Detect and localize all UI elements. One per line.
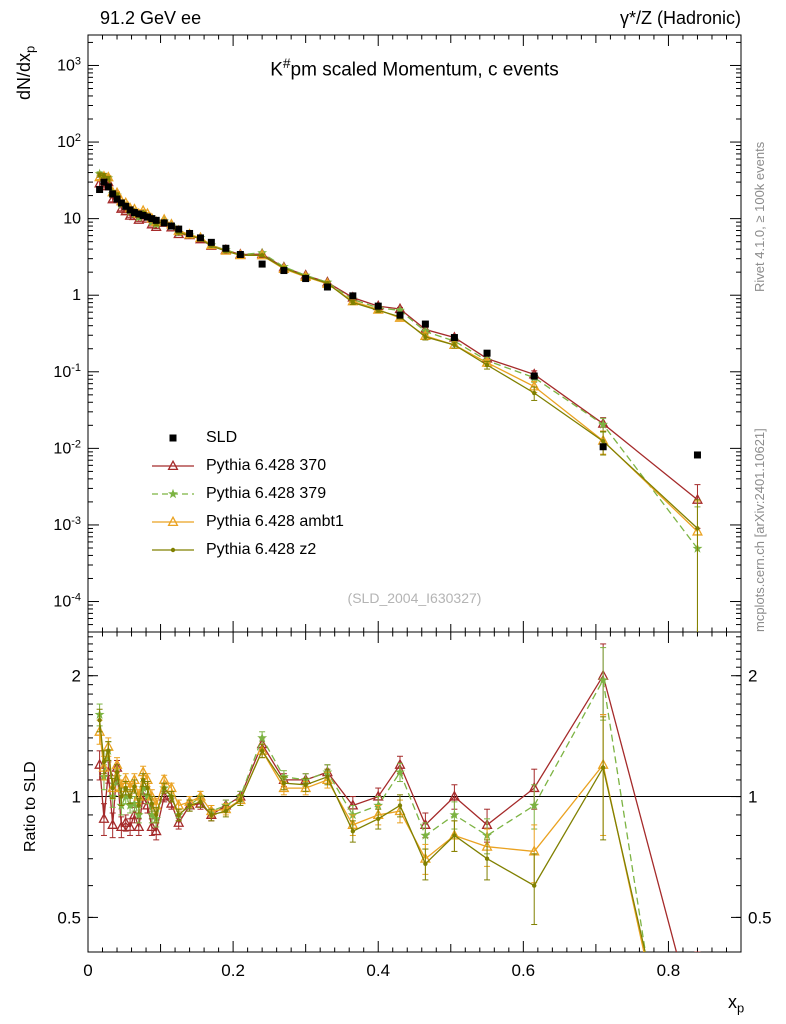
- y-axis-title-ratio: Ratio to SLD: [22, 761, 39, 852]
- svg-text:10-3: 10-3: [53, 515, 81, 534]
- svg-text:2: 2: [748, 667, 757, 686]
- plot-title-sup: #: [282, 56, 291, 71]
- plot-title: K#pm scaled Momentum, c events: [88, 56, 741, 81]
- svg-text:10-1: 10-1: [53, 362, 81, 381]
- legend-item: Pythia 6.428 z2: [150, 538, 344, 561]
- x-axis-title-sub: p: [737, 1000, 745, 1016]
- legend-marker-star: [152, 488, 194, 498]
- legend: SLD Pythia 6.428 370 Pythia 6.428 379 Pythi…: [150, 426, 344, 561]
- svg-text:0.8: 0.8: [657, 961, 681, 980]
- svg-text:10: 10: [63, 211, 81, 228]
- legend-label: Pythia 6.428 379: [206, 484, 327, 502]
- beam-energy-label: 91.2 GeV ee: [100, 8, 202, 28]
- legend-marker-triangle-open: [152, 515, 194, 526]
- mcplots-note: mcplots.cern.ch [arXiv:2401.10621]: [752, 428, 767, 632]
- rivet-version-note: Rivet 4.1.0, ≥ 100k events: [752, 141, 767, 292]
- svg-text:103: 103: [57, 55, 81, 74]
- x-axis-title-text: x: [728, 992, 737, 1012]
- process-label: γ*/Z (Hadronic): [619, 8, 741, 28]
- svg-text:1: 1: [748, 788, 757, 807]
- plot-title-prefix: K: [270, 59, 283, 81]
- y-axis-title-main-text: dN/dx: [14, 52, 34, 100]
- legend-marker-triangle-open: [152, 459, 194, 470]
- svg-text:10-4: 10-4: [53, 592, 81, 611]
- svg-text:0.2: 0.2: [221, 961, 245, 980]
- legend-marker-dot: [152, 547, 194, 552]
- svg-text:2: 2: [72, 667, 81, 686]
- y-axis-title-main: dN/dxp: [14, 46, 38, 100]
- svg-text:0: 0: [83, 961, 92, 980]
- svg-text:0.5: 0.5: [748, 908, 772, 927]
- legend-label: Pythia 6.428 z2: [206, 540, 317, 558]
- svg-text:0.6: 0.6: [512, 961, 536, 980]
- svg-text:1: 1: [72, 287, 81, 304]
- legend-marker-square: [169, 434, 177, 441]
- legend-label: Pythia 6.428 ambt1: [206, 512, 344, 530]
- legend-item: Pythia 6.428 370: [150, 454, 344, 477]
- analysis-watermark: (SLD_2004_I630327): [347, 590, 482, 606]
- y-axis-title-main-sub: p: [22, 45, 38, 53]
- svg-text:102: 102: [57, 132, 81, 151]
- legend-label: Pythia 6.428 370: [206, 456, 327, 474]
- svg-text:1: 1: [72, 788, 81, 807]
- legend-label: SLD: [206, 428, 238, 446]
- svg-text:0.5: 0.5: [57, 908, 81, 927]
- x-axis-title: xp: [728, 992, 744, 1016]
- svg-text:10-2: 10-2: [53, 438, 81, 457]
- legend-item: SLD: [150, 426, 344, 449]
- svg-text:0.4: 0.4: [366, 961, 390, 980]
- plot-title-rest: pm scaled Momentum, c events: [290, 59, 559, 81]
- legend-item: Pythia 6.428 ambt1: [150, 510, 344, 533]
- legend-item: Pythia 6.428 379: [150, 482, 344, 505]
